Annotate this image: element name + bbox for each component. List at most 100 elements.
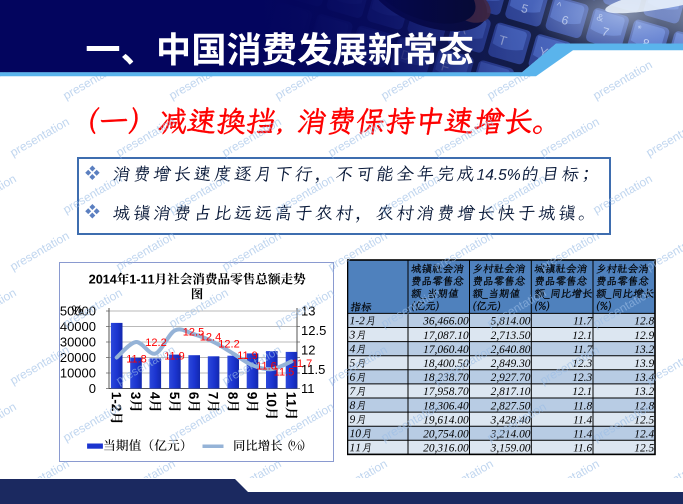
- svg-text:presentation: presentation: [538, 228, 602, 273]
- svg-text:2,927.70: 2,927.70: [491, 372, 531, 384]
- svg-text:13.2: 13.2: [634, 344, 654, 356]
- svg-text:20,754.00: 20,754.00: [423, 429, 469, 441]
- svg-text:presentation: presentation: [591, 399, 655, 444]
- svg-text:17,060.40: 17,060.40: [423, 344, 469, 356]
- svg-text:3,428.40: 3,428.40: [490, 414, 531, 426]
- svg-text:11.6: 11.6: [256, 361, 277, 373]
- svg-text:presentation: presentation: [114, 114, 178, 159]
- svg-text:presentation: presentation: [61, 285, 125, 330]
- svg-text:presentation: presentation: [114, 342, 178, 387]
- svg-text:presentation: presentation: [114, 228, 178, 273]
- svg-text:11.8: 11.8: [126, 354, 147, 366]
- svg-text:presentation: presentation: [326, 228, 390, 273]
- svg-text:12.8: 12.8: [634, 316, 654, 328]
- svg-text:2,713.50: 2,713.50: [491, 330, 531, 342]
- svg-text:12.1: 12.1: [572, 330, 592, 342]
- svg-text:presentation: presentation: [591, 285, 655, 330]
- svg-text:2,849.30: 2,849.30: [491, 358, 531, 370]
- svg-text:17,958.70: 17,958.70: [423, 386, 469, 398]
- svg-text:12.3: 12.3: [572, 358, 592, 370]
- svg-text:30000: 30000: [60, 335, 96, 350]
- svg-text:presentation: presentation: [220, 114, 284, 159]
- svg-text:presentation: presentation: [0, 399, 19, 444]
- svg-text:presentation: presentation: [485, 285, 549, 330]
- svg-text:%: %: [72, 303, 84, 318]
- svg-text:presentation: presentation: [591, 171, 655, 216]
- svg-text:12.3: 12.3: [572, 372, 592, 384]
- svg-text:presentation: presentation: [432, 342, 496, 387]
- svg-text:presentation: presentation: [379, 171, 443, 216]
- svg-text:10000: 10000: [60, 366, 96, 381]
- svg-text:presentation: presentation: [379, 285, 443, 330]
- svg-text:13.4: 13.4: [634, 372, 654, 384]
- svg-text:11: 11: [301, 381, 315, 396]
- svg-text:12.4: 12.4: [634, 429, 654, 441]
- svg-text:presentation: presentation: [326, 114, 390, 159]
- svg-text:12.1: 12.1: [572, 386, 592, 398]
- svg-text:presentation: presentation: [538, 342, 602, 387]
- svg-text:18,400.50: 18,400.50: [423, 358, 469, 370]
- svg-text:11.4: 11.4: [573, 429, 592, 441]
- svg-text:12.4: 12.4: [200, 332, 221, 344]
- svg-text:presentation: presentation: [432, 114, 496, 159]
- svg-text:18,306.40: 18,306.40: [423, 400, 469, 412]
- svg-text:2,817.10: 2,817.10: [491, 386, 531, 398]
- svg-text:presentation: presentation: [8, 114, 72, 159]
- svg-text:presentation: presentation: [0, 285, 19, 330]
- svg-text:40000: 40000: [60, 319, 96, 334]
- svg-text:presentation: presentation: [273, 285, 337, 330]
- svg-text:13.9: 13.9: [634, 358, 654, 370]
- svg-text:12.2: 12.2: [145, 337, 166, 349]
- svg-text:18,238.70: 18,238.70: [423, 372, 469, 384]
- svg-text:12.5: 12.5: [634, 414, 654, 426]
- svg-text:12.5: 12.5: [634, 443, 654, 455]
- svg-text:12.2: 12.2: [218, 339, 239, 351]
- svg-text:20000: 20000: [60, 350, 96, 365]
- svg-text:36,466.00: 36,466.00: [422, 316, 469, 328]
- svg-text:presentation: presentation: [220, 342, 284, 387]
- svg-text:11.9: 11.9: [237, 350, 258, 362]
- svg-text:presentation: presentation: [644, 114, 683, 159]
- svg-text:12: 12: [301, 343, 315, 358]
- svg-text:11.7: 11.7: [573, 316, 593, 328]
- svg-text:11.6: 11.6: [573, 443, 592, 455]
- svg-text:presentation: presentation: [61, 171, 125, 216]
- svg-text:11.7: 11.7: [573, 344, 593, 356]
- svg-text:11.4: 11.4: [573, 414, 592, 426]
- svg-text:11.7: 11.7: [292, 358, 313, 370]
- svg-text:presentation: presentation: [8, 228, 72, 273]
- svg-text:presentation: presentation: [220, 228, 284, 273]
- svg-text:presentation: presentation: [432, 228, 496, 273]
- svg-text:11.5: 11.5: [274, 367, 295, 379]
- svg-text:presentation: presentation: [167, 171, 231, 216]
- svg-text:2,640.80: 2,640.80: [491, 344, 531, 356]
- svg-text:11.9: 11.9: [164, 351, 185, 363]
- svg-text:presentation: presentation: [8, 342, 72, 387]
- svg-text:12.5: 12.5: [301, 323, 326, 338]
- svg-text:presentation: presentation: [485, 399, 549, 444]
- svg-text:11.8: 11.8: [573, 400, 592, 412]
- svg-text:3,214.00: 3,214.00: [490, 429, 531, 441]
- svg-text:presentation: presentation: [379, 399, 443, 444]
- svg-text:12.9: 12.9: [634, 330, 654, 342]
- svg-text:presentation: presentation: [644, 228, 683, 273]
- svg-text:11.5: 11.5: [301, 362, 325, 377]
- svg-text:presentation: presentation: [167, 285, 231, 330]
- svg-text:presentation: presentation: [326, 342, 390, 387]
- svg-text:17,087.10: 17,087.10: [423, 330, 469, 342]
- svg-text:20,316.00: 20,316.00: [423, 443, 469, 455]
- svg-text:13: 13: [301, 304, 315, 319]
- svg-text:50000: 50000: [60, 304, 96, 319]
- svg-text:presentation: presentation: [485, 171, 549, 216]
- svg-text:2,827.50: 2,827.50: [491, 400, 531, 412]
- svg-text:0: 0: [89, 381, 96, 396]
- svg-text:5,814.00: 5,814.00: [491, 316, 531, 328]
- svg-text:presentation: presentation: [538, 114, 602, 159]
- svg-text:presentation: presentation: [0, 171, 19, 216]
- svg-text:13.2: 13.2: [634, 386, 654, 398]
- svg-text:3,159.00: 3,159.00: [490, 443, 531, 455]
- svg-text:12.8: 12.8: [634, 400, 654, 412]
- svg-text:12.5: 12.5: [183, 327, 204, 339]
- svg-text:presentation: presentation: [644, 342, 683, 387]
- svg-text:19,614.00: 19,614.00: [423, 414, 469, 426]
